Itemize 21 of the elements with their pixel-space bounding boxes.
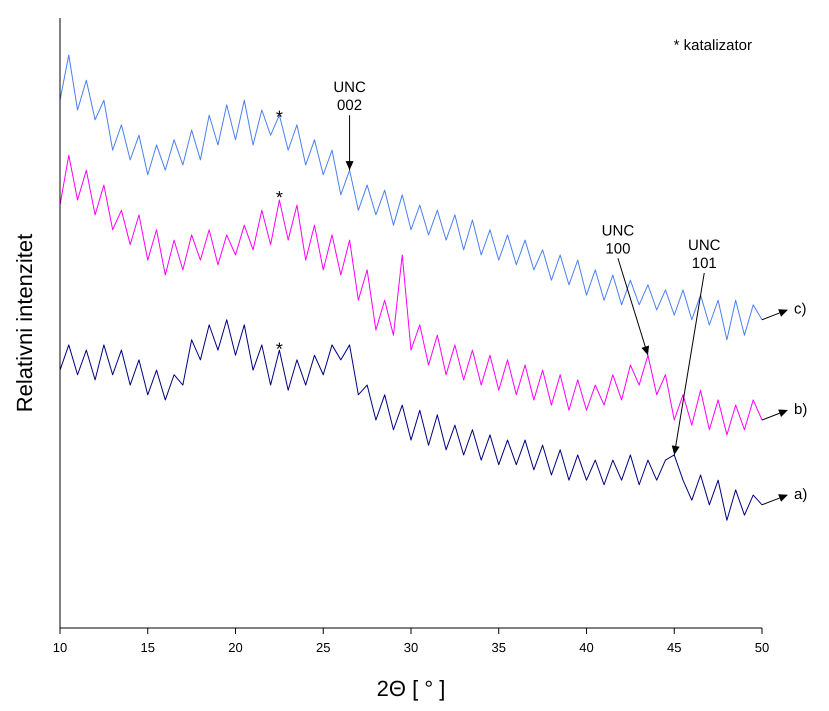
x-tick-label: 40 xyxy=(579,640,594,655)
x-tick-label: 10 xyxy=(52,640,68,655)
x-tick-label: 20 xyxy=(228,640,243,655)
annotation: * xyxy=(276,107,283,128)
x-tick-label: 30 xyxy=(404,640,418,655)
text: b) xyxy=(794,401,808,418)
text: c) xyxy=(794,300,806,318)
text: * katalizator xyxy=(674,37,752,54)
annotation: * xyxy=(276,187,283,208)
x-axis-title: 2Θ [ ° ] xyxy=(376,676,446,701)
text: a) xyxy=(794,486,808,503)
annotation: UNC 101 xyxy=(688,236,721,272)
x-tick-label: 25 xyxy=(316,640,330,655)
y-axis-title: Relativni intenzitet xyxy=(12,234,37,412)
x-tick-label: 35 xyxy=(492,640,506,655)
annotation: UNC 002 xyxy=(333,79,366,114)
annotation: * xyxy=(276,339,283,360)
x-tick-label: 15 xyxy=(140,640,155,655)
x-tick-label: 45 xyxy=(667,640,682,655)
x-tick-label: 50 xyxy=(754,640,770,655)
annotation: UNC 100 xyxy=(602,222,634,258)
